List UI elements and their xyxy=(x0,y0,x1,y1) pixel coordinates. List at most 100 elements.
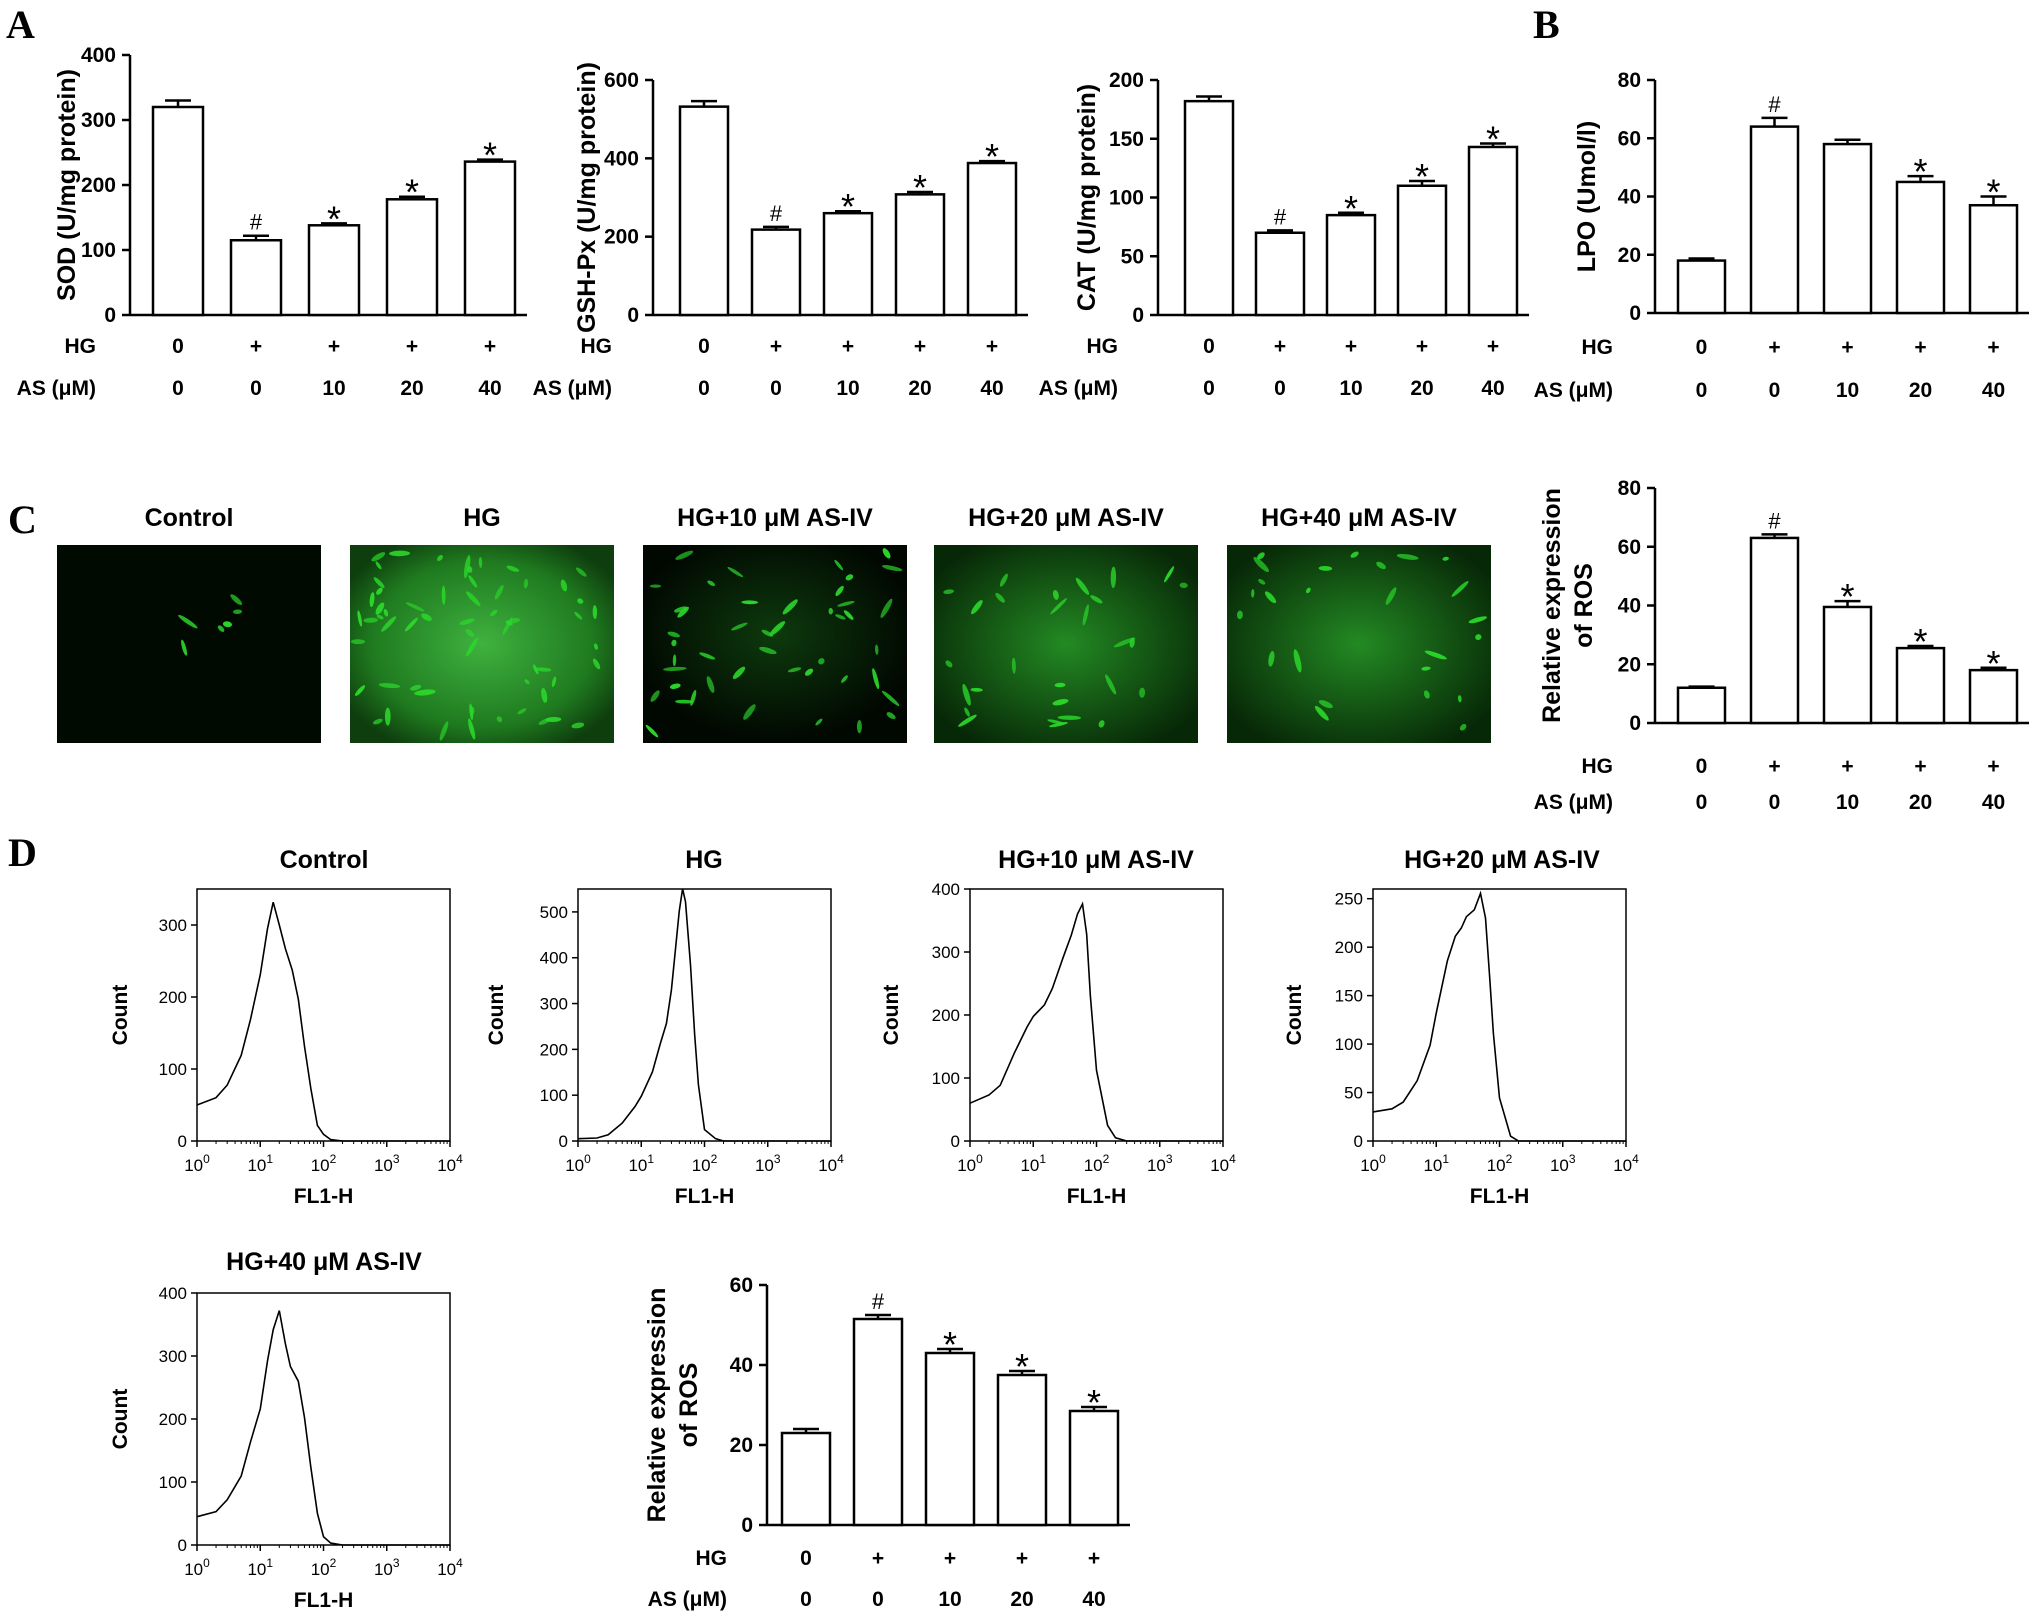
fluorescent-cell xyxy=(369,592,375,608)
fluorescent-cell xyxy=(1105,674,1117,695)
x-tick-label: 100 xyxy=(565,1152,591,1175)
as-row-label: AS (μM) xyxy=(1534,379,1613,402)
fluorescent-cell xyxy=(875,644,879,655)
significance-mark: # xyxy=(770,201,783,226)
x-tick-exponent: 1 xyxy=(1039,1152,1046,1166)
as-value: 0 xyxy=(250,377,262,400)
fluorescent-cell xyxy=(1047,719,1065,725)
as-value: 10 xyxy=(1836,379,1859,402)
fluorescent-cell xyxy=(441,585,446,605)
fluorescent-cell xyxy=(971,599,983,615)
fluorescent-cell xyxy=(576,567,587,577)
x-tick-exponent: 0 xyxy=(203,1152,210,1166)
fluorescent-cell xyxy=(1113,637,1136,648)
x-tick-label: 104 xyxy=(1210,1152,1236,1175)
x-axis-label: FL1-H xyxy=(1470,1185,1530,1208)
plot-frame xyxy=(969,888,1224,1142)
as-value: 0 xyxy=(800,1588,812,1611)
significance-mark: * xyxy=(1415,156,1429,197)
histogram-curve xyxy=(577,888,831,1142)
fluorescent-cell xyxy=(350,639,366,645)
hg-value: + xyxy=(1016,1547,1028,1570)
panel-label-a: A xyxy=(6,2,35,47)
fluorescent-cell xyxy=(1318,700,1333,709)
fluorescent-cell xyxy=(759,646,777,655)
x-tick-label: 100 xyxy=(184,1152,210,1175)
fluorescent-cell xyxy=(706,676,715,693)
fluorescent-cell xyxy=(490,609,498,617)
x-tick-exponent: 1 xyxy=(647,1152,654,1166)
bar xyxy=(966,161,1018,317)
fluorescent-cell xyxy=(375,561,382,570)
fluorescent-cell xyxy=(880,598,893,618)
histogram-title: Control xyxy=(280,846,369,874)
ros-flow-bar-chart: 0 20 40 60 Relative expression of ROS 0 0 # +0 * +1… xyxy=(643,1274,1130,1611)
as-value: 40 xyxy=(1982,791,2005,814)
fluorescent-cell xyxy=(233,609,243,614)
hg-value: + xyxy=(1768,755,1780,778)
significance-mark: # xyxy=(1768,92,1781,117)
fluorescent-cell xyxy=(837,600,855,607)
significance-mark: * xyxy=(405,172,419,213)
fluorescent-cell xyxy=(841,675,848,683)
y-tick-label: 300 xyxy=(159,916,187,935)
x-tick-label: 103 xyxy=(755,1152,781,1175)
y-tick-label: 40 xyxy=(1618,595,1641,618)
fluorescent-cell xyxy=(410,684,422,691)
hg-value: + xyxy=(1841,336,1853,359)
hg-value: + xyxy=(1088,1547,1100,1570)
x-tick-label: 100 xyxy=(184,1556,210,1579)
as-value: 0 xyxy=(172,377,184,400)
fluorescent-cell xyxy=(1075,577,1090,595)
micrograph-background xyxy=(643,545,907,743)
hg-value: + xyxy=(944,1547,956,1570)
fluorescent-cell xyxy=(405,602,425,612)
fluorescent-cell xyxy=(1264,591,1277,604)
micrograph-background xyxy=(934,545,1198,743)
hg-row-label: HG xyxy=(581,335,613,358)
fluorescent-cell xyxy=(404,617,418,632)
x-tick-exponent: 1 xyxy=(266,1152,273,1166)
histogram-title: HG xyxy=(685,846,723,874)
fluorescent-cell xyxy=(731,622,748,631)
hg-value: + xyxy=(842,335,854,358)
fluorescent-cell xyxy=(222,621,232,628)
y-tick-label: 300 xyxy=(540,995,568,1014)
as-value: 0 xyxy=(1274,377,1286,400)
fluorescent-cell xyxy=(508,617,521,624)
panel-label-b: B xyxy=(1533,2,1560,47)
significance-mark: * xyxy=(483,135,497,176)
fluorescent-cell xyxy=(667,631,680,638)
fluorescent-cell xyxy=(1011,657,1016,674)
bar xyxy=(151,105,205,317)
fluorescent-cell xyxy=(1314,705,1329,721)
y-tick-label: 300 xyxy=(81,109,116,132)
x-tick-label: 103 xyxy=(1550,1152,1576,1175)
hg-value: + xyxy=(1987,755,1999,778)
fluorescent-cell xyxy=(381,616,397,632)
fluorescent-cell xyxy=(650,690,660,702)
image-title: HG xyxy=(463,504,501,532)
x-tick-exponent: 4 xyxy=(456,1556,463,1570)
x-axis-label: FL1-H xyxy=(294,1589,354,1612)
fluorescent-cell xyxy=(958,714,977,727)
hg-value: + xyxy=(1987,336,1999,359)
fluorescent-cell xyxy=(1305,587,1311,594)
y-tick-label: 500 xyxy=(540,903,568,922)
fluorescent-cell xyxy=(468,718,476,740)
fluorescent-cell xyxy=(671,639,677,647)
fluorescent-cell xyxy=(769,621,786,636)
y-tick-label: 0 xyxy=(178,1536,187,1555)
as-row-label: AS (μM) xyxy=(1534,791,1613,814)
bar xyxy=(1749,125,1800,315)
fluorescent-cell xyxy=(886,712,896,720)
y-tick-label: 0 xyxy=(1354,1132,1363,1151)
fluorescent-cell xyxy=(372,718,383,725)
y-axis-label: SOD (U/mg protein) xyxy=(53,69,81,301)
fluorescent-cell xyxy=(463,555,471,579)
y-tick-label: 400 xyxy=(159,1284,187,1303)
histogram-title: HG+10 μM AS-IV xyxy=(998,846,1194,874)
fluorescent-cell xyxy=(373,577,385,589)
fluorescent-cell xyxy=(999,573,1008,587)
